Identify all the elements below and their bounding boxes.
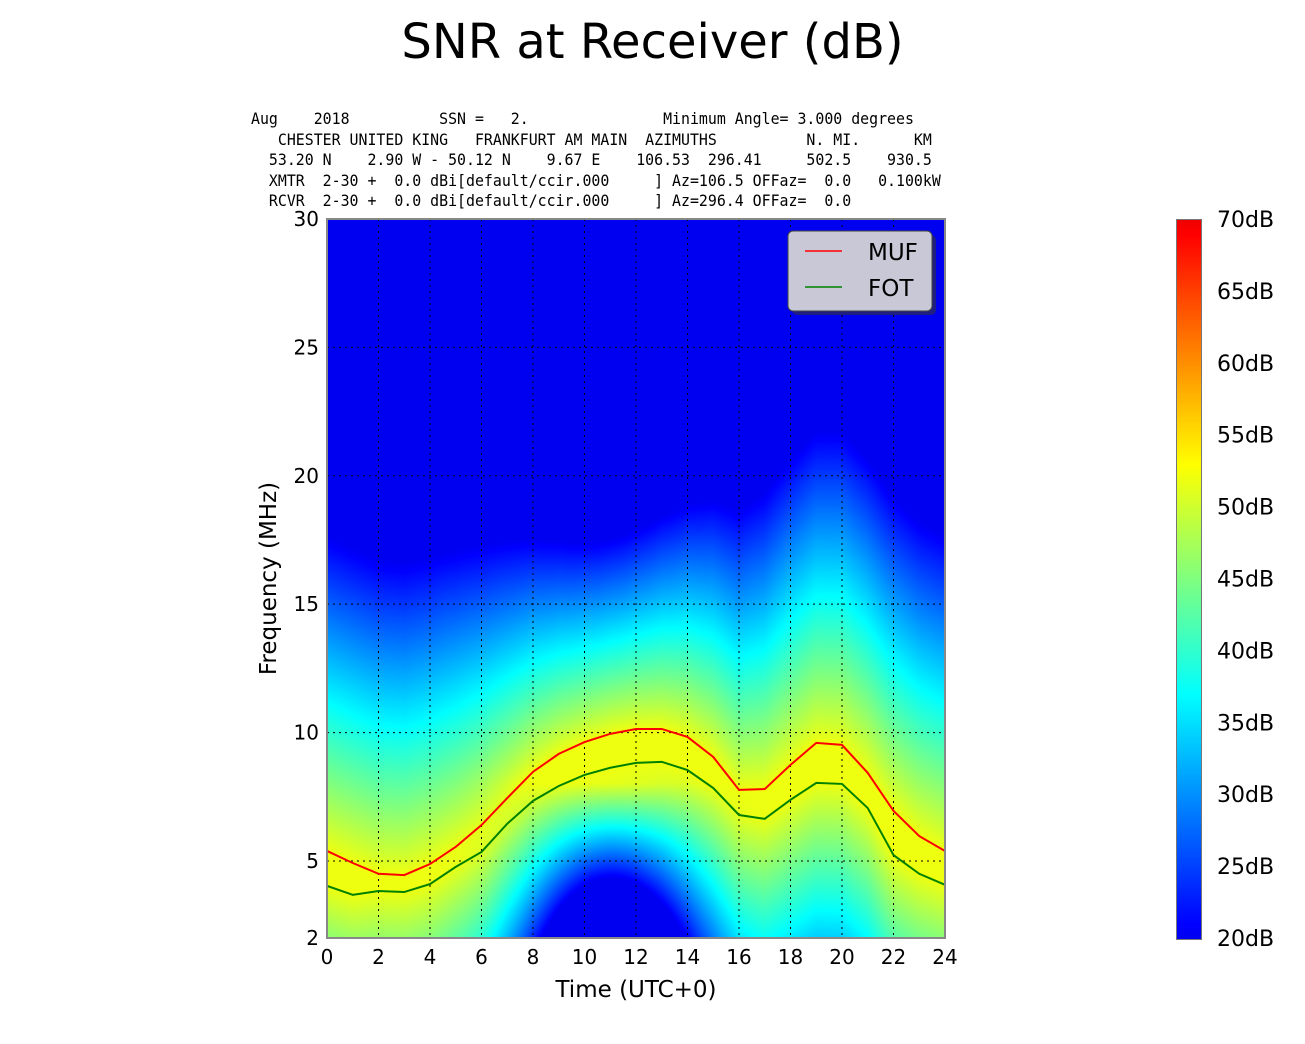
colorbar-tick-label: 25dB	[1217, 855, 1274, 880]
y-tick-label: 20	[294, 464, 319, 488]
chart-title: SNR at Receiver (dB)	[401, 14, 904, 70]
series-line-muf	[326, 727, 946, 877]
x-tick-label: 18	[778, 945, 803, 969]
colorbar-tick-label: 20dB	[1217, 927, 1274, 952]
y-axis-label: Frequency (MHz)	[256, 482, 282, 675]
header-line: CHESTER UNITED KING FRANKFURT AM MAIN AZ…	[251, 129, 932, 149]
header-line: RCVR 2-30 + 0.0 dBi[default/ccir.000 ] A…	[251, 191, 852, 210]
y-tick-label: 25	[294, 335, 319, 359]
x-tick-label: 4	[424, 945, 437, 969]
snr-heatmap	[327, 219, 945, 938]
x-tick-label: 22	[881, 945, 906, 969]
y-tick-label: 2	[306, 926, 319, 950]
legend-label: FOT	[868, 276, 914, 302]
x-axis-label: Time (UTC+0)	[554, 977, 716, 1003]
y-tick-label: 30	[294, 207, 319, 231]
colorbar-tick-label: 30dB	[1217, 783, 1274, 808]
colorbar-tick-label: 40dB	[1217, 639, 1274, 664]
x-tick-label: 24	[932, 945, 957, 969]
colorbar-tick-label: 55dB	[1217, 424, 1274, 449]
plot-frame	[326, 218, 946, 939]
y-tick-label: 15	[294, 592, 319, 616]
x-tick-label: 10	[572, 945, 597, 969]
series-line-fot	[326, 760, 946, 896]
x-tick-label: 2	[372, 945, 385, 969]
y-tick-label: 5	[306, 849, 319, 873]
colorbar-tick-label: 45dB	[1217, 568, 1274, 593]
x-tick-label: 8	[527, 945, 540, 969]
colorbar-tick-label: 60dB	[1217, 352, 1274, 377]
prediction-header: Aug 2018 SSN = 2. Minimum Angle= 3.000 d…	[251, 109, 941, 212]
x-tick-label: 0	[321, 945, 334, 969]
x-tick-label: 12	[623, 945, 648, 969]
colorbar-tick-label: 50dB	[1217, 496, 1274, 521]
header-line: 53.20 N 2.90 W - 50.12 N 9.67 E 106.53 2…	[251, 150, 932, 169]
x-tick-label: 6	[475, 945, 488, 969]
colorbar	[1176, 219, 1202, 940]
x-tick-label: 20	[829, 945, 854, 969]
legend-label: MUF	[868, 240, 918, 266]
colorbar-tick-label: 35dB	[1217, 711, 1274, 736]
header-line: Aug 2018 SSN = 2. Minimum Angle= 3.000 d…	[251, 109, 914, 128]
x-tick-label: 14	[675, 945, 700, 969]
header-line: XMTR 2-30 + 0.0 dBi[default/ccir.000 ] A…	[251, 170, 941, 190]
y-tick-label: 10	[294, 721, 319, 745]
x-tick-label: 16	[726, 945, 751, 969]
colorbar-tick-label: 70dB	[1217, 208, 1274, 233]
colorbar-tick-label: 65dB	[1217, 280, 1274, 305]
